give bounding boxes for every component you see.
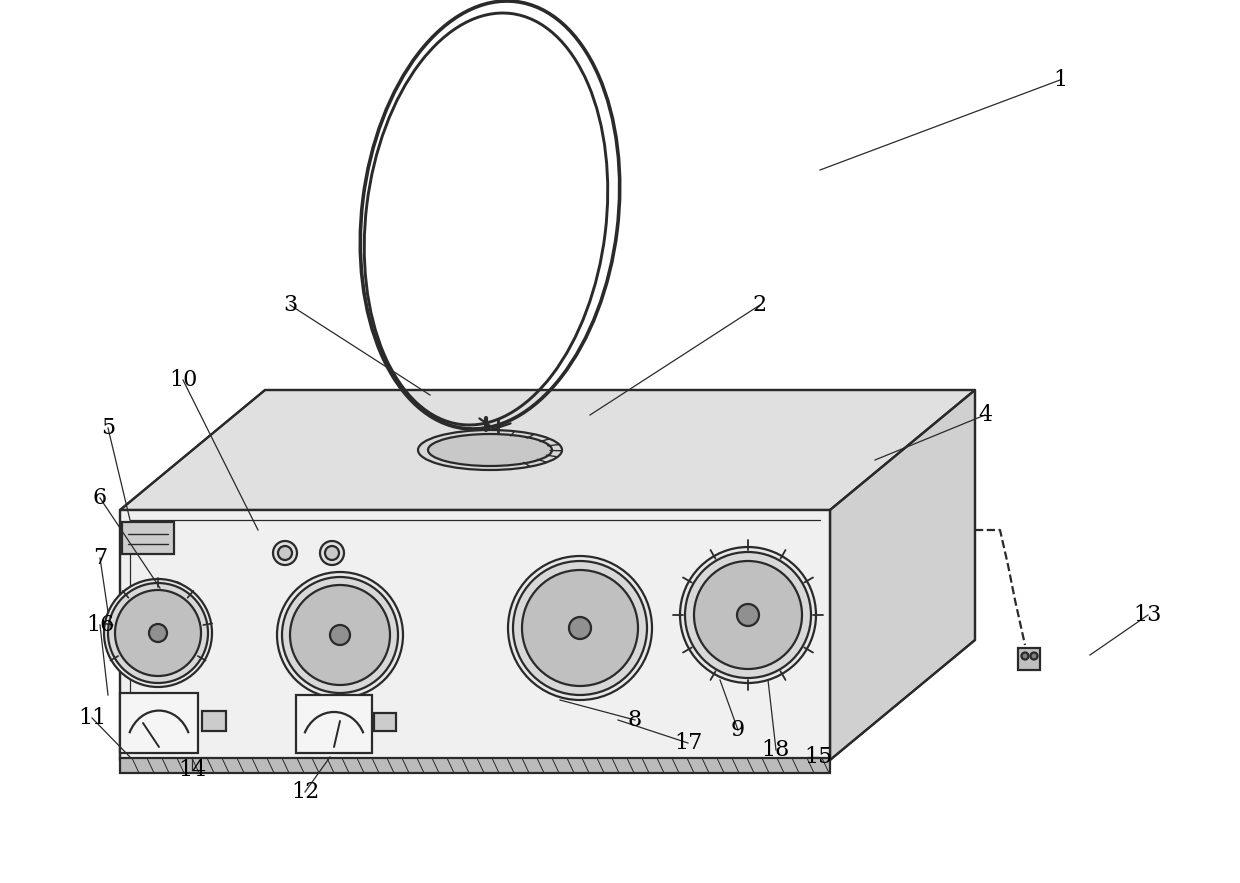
Ellipse shape: [694, 561, 802, 669]
Polygon shape: [120, 693, 198, 753]
Text: 7: 7: [93, 547, 107, 569]
Ellipse shape: [278, 546, 291, 560]
Polygon shape: [296, 695, 372, 753]
Polygon shape: [202, 711, 226, 731]
Ellipse shape: [149, 624, 167, 642]
Text: 10: 10: [169, 369, 197, 391]
Polygon shape: [374, 713, 396, 731]
Polygon shape: [1018, 648, 1040, 670]
Ellipse shape: [167, 582, 184, 598]
Ellipse shape: [684, 552, 811, 678]
Text: 5: 5: [100, 417, 115, 439]
Text: 18: 18: [761, 739, 790, 761]
Ellipse shape: [428, 434, 552, 466]
Ellipse shape: [277, 572, 403, 698]
Polygon shape: [120, 758, 830, 773]
Text: 14: 14: [177, 759, 206, 781]
Text: 13: 13: [1133, 604, 1162, 626]
Text: 16: 16: [86, 614, 114, 636]
Polygon shape: [122, 522, 174, 554]
Ellipse shape: [508, 556, 652, 700]
Text: 17: 17: [673, 732, 702, 754]
Ellipse shape: [680, 547, 816, 683]
Polygon shape: [120, 390, 975, 510]
Ellipse shape: [325, 546, 339, 560]
Ellipse shape: [418, 430, 562, 470]
Text: 8: 8: [627, 709, 642, 731]
Text: 1: 1: [1053, 69, 1068, 91]
Ellipse shape: [104, 579, 212, 687]
Ellipse shape: [320, 541, 343, 565]
Ellipse shape: [569, 617, 591, 639]
Ellipse shape: [281, 577, 398, 693]
Text: 9: 9: [730, 719, 745, 741]
Text: 15: 15: [804, 746, 832, 768]
Ellipse shape: [115, 590, 201, 676]
Ellipse shape: [330, 625, 350, 645]
Ellipse shape: [1030, 653, 1038, 660]
Ellipse shape: [1022, 653, 1028, 660]
Ellipse shape: [273, 541, 298, 565]
Text: 12: 12: [291, 781, 319, 803]
Ellipse shape: [522, 570, 639, 686]
Polygon shape: [830, 390, 975, 760]
Ellipse shape: [513, 561, 647, 695]
Text: 3: 3: [283, 294, 298, 316]
Text: 6: 6: [93, 487, 107, 509]
Text: 2: 2: [753, 294, 768, 316]
Ellipse shape: [737, 604, 759, 626]
Text: 11: 11: [78, 707, 107, 729]
Ellipse shape: [108, 583, 208, 683]
Text: 4: 4: [978, 404, 992, 426]
Ellipse shape: [290, 585, 391, 685]
Polygon shape: [120, 510, 830, 760]
